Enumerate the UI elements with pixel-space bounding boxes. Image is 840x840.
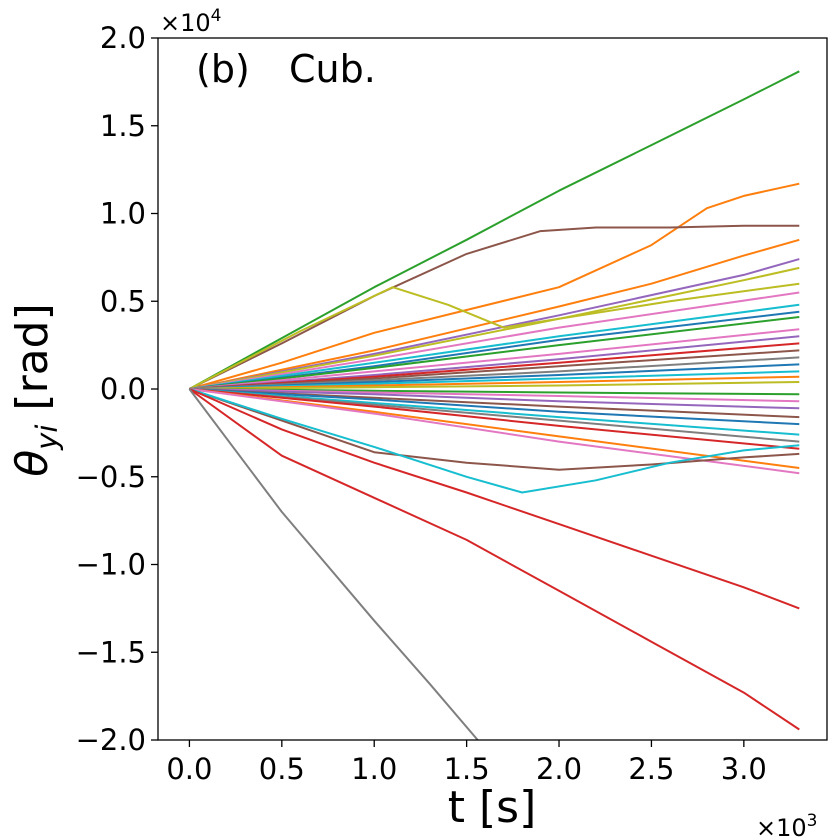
x-tick-label: 3.0 <box>721 752 767 786</box>
series-line-25 <box>189 388 800 426</box>
series-line-8 <box>189 291 800 390</box>
series-line-33 <box>188 388 800 610</box>
series-line-20 <box>189 381 800 390</box>
series-line-2 <box>189 182 800 390</box>
series-line-3 <box>188 224 800 390</box>
series-line-32 <box>189 388 800 494</box>
series-layer <box>188 70 800 740</box>
series-line-11 <box>189 316 800 390</box>
x-multiplier: ×103 <box>756 811 817 840</box>
series-line-9 <box>189 303 800 390</box>
x-tick-label: 2.0 <box>536 752 582 786</box>
y-axis-symbol: θ <box>7 450 58 477</box>
panel-title: Cub. <box>289 47 376 91</box>
series-line-14 <box>189 342 800 390</box>
x-tick-label: 1.5 <box>444 752 490 786</box>
series-line-28 <box>189 388 800 450</box>
y-tick-label: 0.0 <box>100 372 146 406</box>
x-tick-label: 0.5 <box>259 752 305 786</box>
y-tick-label: −2.0 <box>76 723 146 757</box>
series-line-1 <box>188 70 800 390</box>
series-line-30 <box>189 388 800 475</box>
x-multiplier-exp: 3 <box>807 811 818 831</box>
y-multiplier-exp: 4 <box>211 6 222 26</box>
series-line-5 <box>189 258 800 390</box>
y-tick-label: 0.5 <box>100 284 146 318</box>
x-multiplier-base: ×10 <box>756 814 807 840</box>
series-line-12 <box>189 328 800 390</box>
series-line-35 <box>188 388 479 740</box>
x-axis-label: t [s] <box>448 782 537 833</box>
panel-label: (b) <box>196 47 250 91</box>
y-tick-label: 1.0 <box>100 197 146 231</box>
series-line-23 <box>189 388 800 410</box>
y-multiplier: ×104 <box>160 6 221 37</box>
y-tick-label: −1.0 <box>76 548 146 582</box>
series-line-31 <box>189 388 800 471</box>
y-multiplier-base: ×10 <box>160 9 211 37</box>
y-tick-label: 1.5 <box>100 109 146 143</box>
tick-layer: 0.0 0.5 1.0 1.5 2.0 2.5 3.0 2.0 1.5 1.0 0.5 0.0 −0.5… <box>76 21 767 786</box>
y-axis-unit: [rad] <box>7 303 58 410</box>
y-tick-label: −1.5 <box>76 635 146 669</box>
series-line-34 <box>188 388 800 731</box>
y-axis-label: θyi [rad] <box>7 303 64 476</box>
x-tick-label: 0.0 <box>166 752 212 786</box>
y-axis-subscript: yi <box>30 425 64 451</box>
series-line-4 <box>189 238 800 390</box>
plot-frame <box>157 37 828 741</box>
x-tick-label: 2.5 <box>628 752 674 786</box>
y-tick-label: 2.0 <box>100 21 146 55</box>
x-tick-label: 1.0 <box>351 752 397 786</box>
series-line-7 <box>188 282 800 390</box>
y-tick-label: −0.5 <box>76 460 146 494</box>
